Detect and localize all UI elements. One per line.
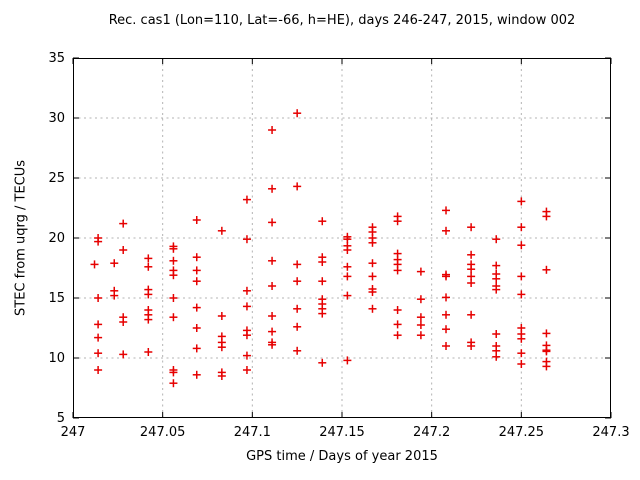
x-tick-label: 247.1: [234, 425, 271, 440]
y-tick-label: 5: [57, 411, 65, 426]
y-tick-label: 15: [48, 291, 65, 306]
x-tick-label: 247.2: [413, 425, 450, 440]
y-tick-label: 35: [48, 51, 65, 66]
y-tick-label: 25: [48, 171, 65, 186]
y-tick-label: 30: [48, 111, 65, 126]
y-tick-label: 20: [48, 231, 65, 246]
y-tick-label: 10: [48, 351, 65, 366]
x-tick-label: 247.3: [592, 425, 629, 440]
x-tick-label: 247.05: [140, 425, 186, 440]
chart-title: Rec. cas1 (Lon=110, Lat=-66, h=HE), days…: [108, 13, 576, 28]
x-axis-label: GPS time / Days of year 2015: [246, 449, 438, 464]
x-tick-label: 247: [61, 425, 86, 440]
x-tick-label: 247.25: [499, 425, 545, 440]
x-tick-label: 247.15: [319, 425, 365, 440]
